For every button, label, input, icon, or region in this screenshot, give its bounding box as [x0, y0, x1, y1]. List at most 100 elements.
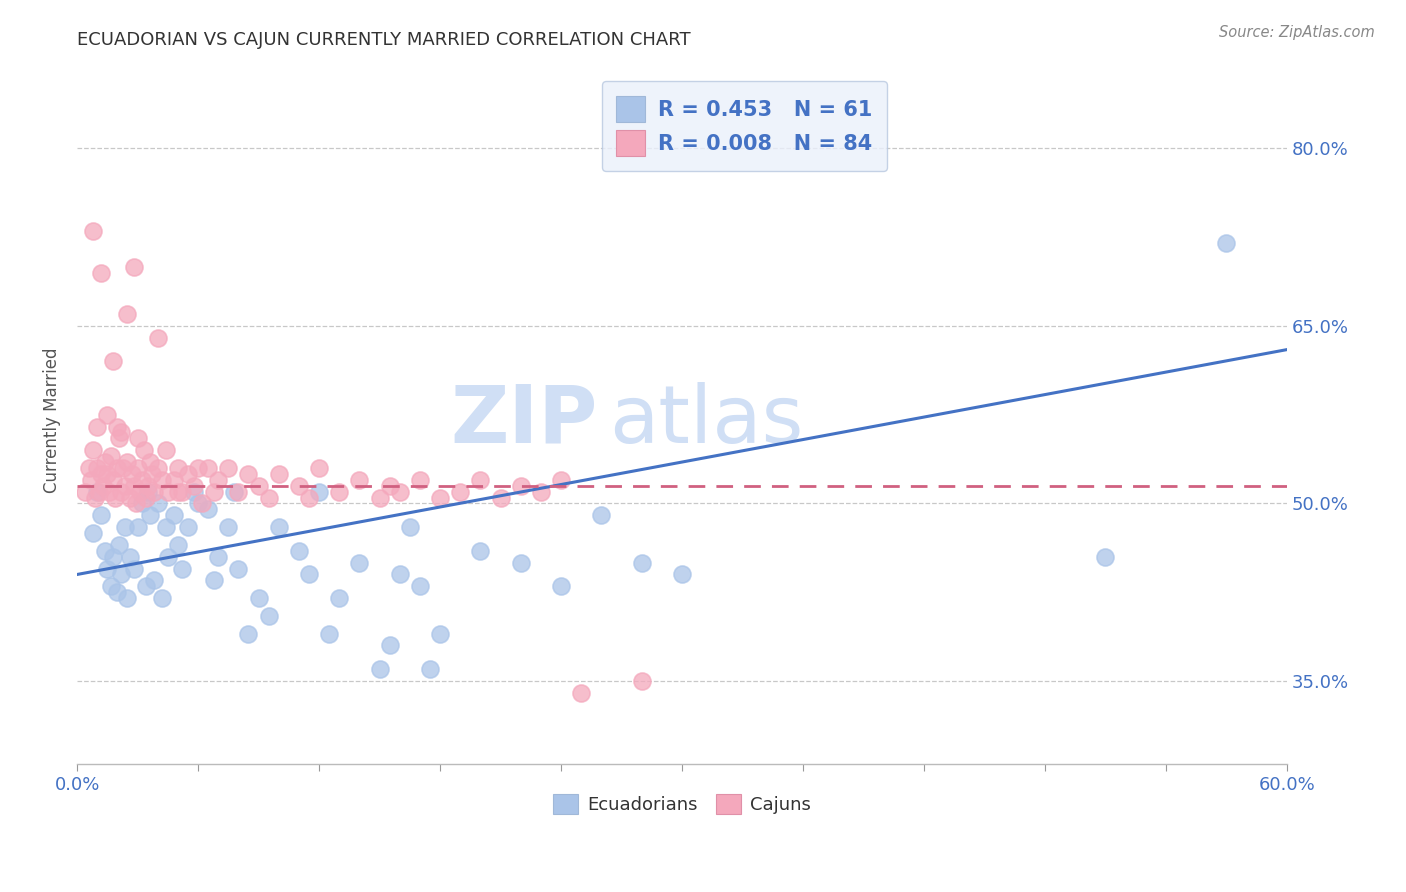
- Point: [82, 526, 104, 541]
- Point: [135, 491, 157, 505]
- Point: [224, 484, 246, 499]
- Point: [86, 461, 108, 475]
- Point: [349, 473, 371, 487]
- Point: [368, 662, 391, 676]
- Point: [128, 484, 150, 499]
- Point: [138, 455, 160, 469]
- Point: [118, 491, 141, 505]
- Point: [530, 484, 553, 499]
- Point: [419, 662, 441, 676]
- Point: [127, 431, 149, 445]
- Point: [202, 574, 225, 588]
- Point: [122, 561, 145, 575]
- Point: [308, 484, 330, 499]
- Point: [136, 484, 159, 499]
- Point: [509, 556, 531, 570]
- Point: [138, 508, 160, 523]
- Point: [197, 502, 219, 516]
- Point: [177, 520, 200, 534]
- Point: [187, 461, 209, 475]
- Point: [141, 467, 163, 481]
- Point: [470, 543, 492, 558]
- Point: [94, 455, 117, 469]
- Point: [197, 461, 219, 475]
- Point: [257, 491, 280, 505]
- Point: [146, 496, 169, 510]
- Point: [630, 673, 652, 688]
- Point: [288, 543, 311, 558]
- Point: [409, 473, 432, 487]
- Point: [86, 484, 108, 499]
- Point: [298, 567, 321, 582]
- Point: [388, 484, 411, 499]
- Point: [108, 538, 131, 552]
- Point: [131, 473, 153, 487]
- Point: [103, 354, 125, 368]
- Point: [110, 484, 132, 499]
- Point: [122, 260, 145, 274]
- Point: [100, 579, 122, 593]
- Point: [1215, 236, 1237, 251]
- Point: [121, 467, 143, 481]
- Point: [117, 591, 139, 606]
- Point: [228, 561, 250, 575]
- Point: [142, 484, 165, 499]
- Point: [238, 626, 260, 640]
- Point: [298, 491, 321, 505]
- Point: [124, 496, 146, 510]
- Point: [378, 639, 401, 653]
- Point: [108, 431, 131, 445]
- Point: [94, 543, 117, 558]
- Point: [247, 479, 270, 493]
- Point: [671, 567, 693, 582]
- Point: [146, 331, 169, 345]
- Point: [163, 508, 186, 523]
- Point: [550, 579, 572, 593]
- Point: [110, 425, 132, 440]
- Point: [136, 479, 159, 493]
- Point: [569, 686, 592, 700]
- Point: [96, 561, 118, 575]
- Point: [100, 449, 122, 463]
- Point: [217, 461, 239, 475]
- Point: [328, 484, 350, 499]
- Point: [550, 473, 572, 487]
- Point: [104, 491, 127, 505]
- Point: [127, 461, 149, 475]
- Point: [1094, 549, 1116, 564]
- Point: [98, 484, 121, 499]
- Point: [207, 549, 229, 564]
- Point: [163, 473, 186, 487]
- Point: [103, 473, 125, 487]
- Point: [96, 467, 118, 481]
- Point: [170, 561, 193, 575]
- Point: [156, 484, 179, 499]
- Point: [155, 443, 177, 458]
- Point: [117, 455, 139, 469]
- Point: [89, 484, 111, 499]
- Point: [90, 467, 112, 481]
- Point: [207, 473, 229, 487]
- Point: [183, 484, 205, 499]
- Point: [470, 473, 492, 487]
- Point: [107, 419, 129, 434]
- Text: Source: ZipAtlas.com: Source: ZipAtlas.com: [1219, 25, 1375, 40]
- Point: [308, 461, 330, 475]
- Point: [82, 443, 104, 458]
- Point: [591, 508, 613, 523]
- Point: [96, 408, 118, 422]
- Point: [90, 508, 112, 523]
- Point: [328, 591, 350, 606]
- Point: [267, 467, 290, 481]
- Point: [114, 520, 136, 534]
- Point: [167, 461, 190, 475]
- Point: [409, 579, 432, 593]
- Point: [167, 484, 190, 499]
- Point: [156, 549, 179, 564]
- Point: [107, 585, 129, 599]
- Point: [155, 520, 177, 534]
- Point: [217, 520, 239, 534]
- Point: [228, 484, 250, 499]
- Point: [118, 549, 141, 564]
- Point: [90, 266, 112, 280]
